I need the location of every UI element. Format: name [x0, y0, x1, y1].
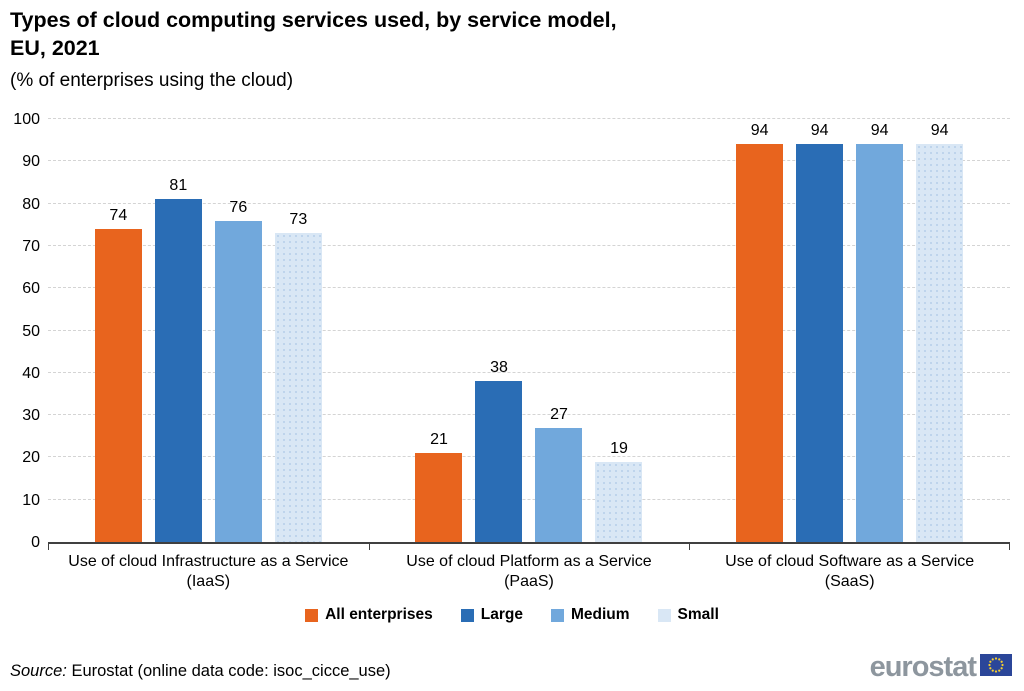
chart-subtitle: (% of enterprises using the cloud) — [10, 70, 294, 91]
y-tick-label-80: 80 — [22, 195, 40, 213]
legend-swatch — [550, 608, 564, 622]
legend-swatch — [460, 608, 474, 622]
legend-label: Medium — [570, 606, 630, 623]
x-axis-tick — [368, 544, 370, 550]
gridline-90 — [48, 160, 1010, 162]
bar-value-label: 94 — [750, 122, 769, 140]
x-axis-tick — [1009, 544, 1010, 550]
bar: 94 — [916, 122, 964, 542]
x-category-label-1: Use of cloud Platform as a Service (PaaS… — [406, 553, 652, 590]
eu-flag-icon — [980, 653, 1012, 681]
x-axis-tick — [689, 544, 691, 550]
bar: 73 — [274, 211, 322, 542]
legend-label: Small — [677, 606, 719, 623]
bar: 94 — [796, 122, 844, 542]
x-category-label-2: Use of cloud Software as a Service (SaaS… — [725, 553, 975, 590]
legend-swatch — [305, 608, 319, 622]
legend-item-medium: Medium — [550, 606, 630, 624]
plot-area: 74 81 76 73 21 38 27 19 94 94 94 94 — [48, 118, 1010, 550]
bar: 74 — [94, 207, 142, 542]
source-text: Eurostat (online data code: isoc_cicce_u… — [66, 662, 391, 680]
bar-value-label: 38 — [490, 359, 508, 377]
bar-value-label: 74 — [109, 206, 128, 224]
y-tick-label-70: 70 — [22, 237, 40, 255]
y-tick-label-20: 20 — [22, 449, 40, 467]
legend: All enterprises Large Medium Small — [0, 606, 1024, 624]
bar-group-1: 21 38 27 19 — [369, 119, 690, 542]
y-tick-label-30: 30 — [22, 407, 40, 425]
bar-value-label: 81 — [169, 177, 188, 195]
y-tick-label-10: 10 — [22, 491, 40, 509]
eurostat-logo-text: eurostat — [869, 651, 977, 683]
gridline-40 — [48, 371, 1010, 373]
bar-value-label: 27 — [550, 405, 568, 423]
legend-label: All enterprises — [325, 606, 433, 623]
eurostat-logo: eurostat — [870, 652, 1012, 682]
bar: 19 — [595, 440, 643, 542]
gridline-30 — [48, 414, 1010, 416]
bar-value-label: 19 — [610, 439, 628, 457]
x-axis-tick — [48, 544, 49, 550]
bar-value-label: 73 — [289, 211, 308, 229]
y-tick-label-0: 0 — [31, 534, 40, 551]
gridline-70 — [48, 244, 1010, 246]
bar-group-2: 94 94 94 94 — [689, 119, 1010, 542]
source-note: Source: Eurostat (online data code: isoc… — [10, 662, 391, 681]
legend-item-all-enterprises: All enterprises — [305, 606, 433, 624]
gridline-100 — [48, 118, 1010, 119]
y-tick-label-90: 90 — [22, 153, 40, 171]
legend-swatch — [657, 608, 671, 622]
bar-value-label: 94 — [930, 122, 949, 140]
gridline-80 — [48, 202, 1010, 204]
legend-label: Large — [480, 606, 523, 623]
bar-value-label: 94 — [870, 122, 889, 140]
y-tick-label-60: 60 — [22, 280, 40, 298]
bar-value-label: 76 — [229, 198, 248, 216]
legend-item-small: Small — [657, 606, 719, 624]
source-label: Source: — [10, 662, 67, 680]
bar: 21 — [415, 431, 463, 542]
gridline-20 — [48, 456, 1010, 458]
gridline-50 — [48, 329, 1010, 331]
bar: 27 — [535, 406, 583, 542]
chart-title: Types of cloud computing services used, … — [10, 8, 617, 60]
x-category-label-0: Use of cloud Infrastructure as a Service… — [68, 553, 349, 590]
bar-value-label: 94 — [810, 122, 829, 140]
bar-group-0: 74 81 76 73 — [48, 119, 369, 542]
y-tick-label-100: 100 — [13, 111, 40, 128]
bar-value-label: 21 — [430, 431, 448, 449]
bar: 94 — [736, 122, 784, 542]
bar: 81 — [154, 177, 202, 542]
bar: 94 — [856, 122, 904, 542]
gridline-10 — [48, 498, 1010, 500]
bar: 76 — [214, 199, 262, 542]
legend-item-large: Large — [460, 606, 523, 624]
gridline-60 — [48, 287, 1010, 289]
bar: 38 — [475, 359, 523, 542]
y-tick-label-50: 50 — [22, 322, 40, 340]
y-tick-label-40: 40 — [22, 364, 40, 382]
